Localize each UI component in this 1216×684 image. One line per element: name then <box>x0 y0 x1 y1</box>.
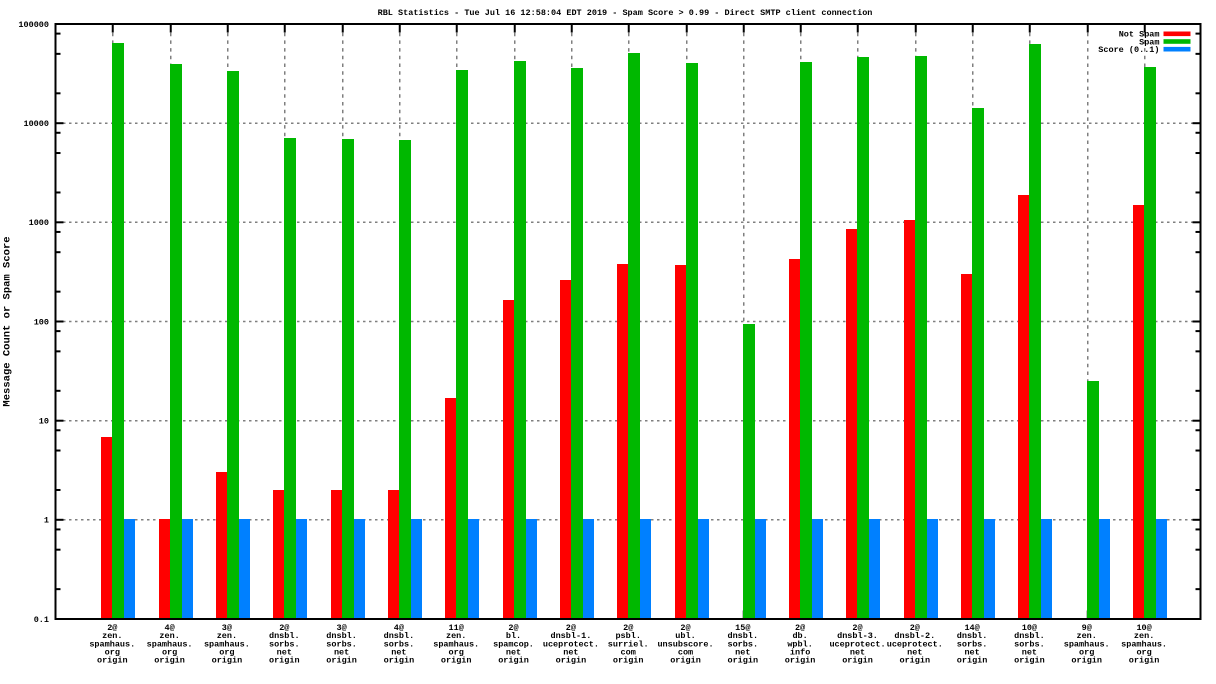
svg-text:10: 10 <box>39 417 49 427</box>
svg-text:Score (0..1): Score (0..1) <box>1098 45 1159 55</box>
svg-text:1000: 1000 <box>29 218 49 228</box>
svg-text:Spam: Spam <box>1139 37 1159 47</box>
svg-text:Not Spam: Not Spam <box>1119 30 1160 40</box>
svg-text:Message Count or Spam Score: Message Count or Spam Score <box>2 236 14 406</box>
svg-text:10000: 10000 <box>23 119 49 129</box>
svg-text:RBL Statistics - Tue Jul 16 12: RBL Statistics - Tue Jul 16 12:58:04 EDT… <box>378 8 873 18</box>
svg-text:100: 100 <box>34 317 49 327</box>
svg-text:0.1: 0.1 <box>34 615 49 625</box>
svg-text:100000: 100000 <box>18 20 49 30</box>
svg-text:1: 1 <box>44 516 49 526</box>
